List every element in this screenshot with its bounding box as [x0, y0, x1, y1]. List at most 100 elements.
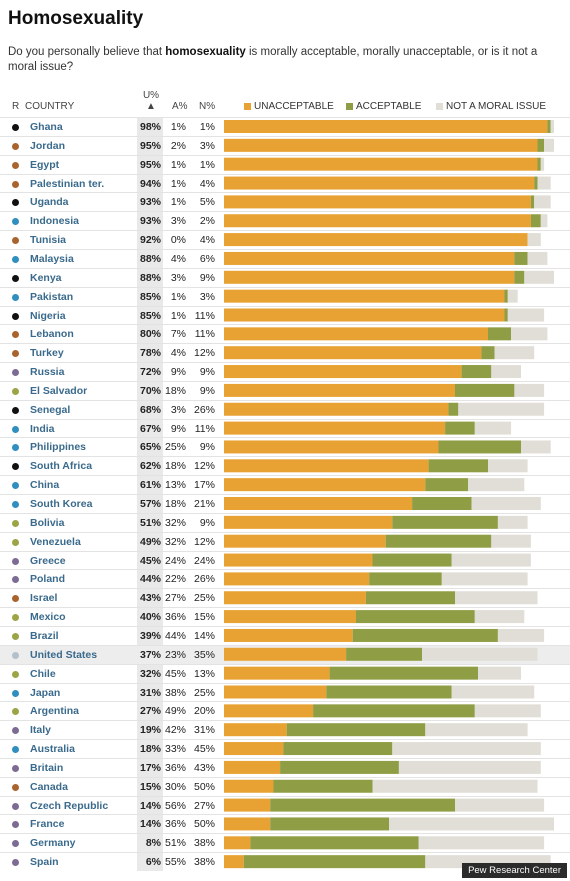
table-row[interactable]: Brazil 39% 44% 14%	[0, 625, 570, 645]
country-name[interactable]: Russia	[30, 366, 65, 379]
country-name[interactable]: Poland	[30, 573, 66, 586]
country-name[interactable]: Philippines	[30, 441, 87, 454]
table-row[interactable]: Pakistan 85% 1% 3%	[0, 286, 570, 306]
percent-n: 50%	[193, 780, 215, 793]
region-dot	[12, 821, 19, 829]
country-name[interactable]: Nigeria	[30, 309, 66, 322]
country-name[interactable]: Indonesia	[30, 215, 80, 228]
table-row[interactable]: Germany 8% 51% 38%	[0, 833, 570, 852]
not-moral-column-header[interactable]: N%	[199, 101, 216, 112]
percent-a: 18%	[164, 498, 186, 510]
percent-u: 43%	[139, 592, 161, 605]
percent-n: 4%	[199, 177, 215, 190]
chart-title: Homosexuality	[8, 8, 144, 29]
country-name[interactable]: France	[30, 818, 65, 831]
table-row[interactable]: Nigeria 85% 1% 11%	[0, 305, 570, 325]
country-name[interactable]: Britain	[30, 761, 64, 774]
table-row[interactable]: Indonesia 93% 3% 2%	[0, 211, 570, 230]
table-row[interactable]: Ghana 98% 1% 1%	[0, 117, 570, 136]
country-name[interactable]: Senegal	[30, 403, 71, 416]
table-row[interactable]: Britain 17% 36% 43%	[0, 757, 570, 777]
country-name[interactable]: Bolivia	[30, 516, 65, 529]
country-name[interactable]: Egypt	[30, 158, 60, 171]
table-row[interactable]: France 14% 36% 50%	[0, 814, 570, 833]
country-name[interactable]: Lebanon	[30, 328, 74, 341]
country-name[interactable]: Uganda	[30, 196, 69, 209]
country-name[interactable]: Italy	[30, 724, 52, 737]
percent-a: 1%	[170, 158, 186, 171]
country-name[interactable]: Pakistan	[30, 290, 74, 303]
country-name[interactable]: China	[30, 479, 60, 492]
table-row[interactable]: India 67% 9% 11%	[0, 418, 570, 438]
table-row[interactable]: Egypt 95% 1% 1%	[0, 154, 570, 174]
country-name[interactable]: Israel	[30, 592, 58, 605]
bar-unacceptable	[224, 553, 373, 567]
country-name[interactable]: Argentina	[30, 705, 80, 718]
table-row[interactable]: Uganda 93% 1% 5%	[0, 192, 570, 211]
country-name[interactable]: Venezuela	[30, 535, 81, 548]
table-row[interactable]: Israel 43% 27% 25%	[0, 588, 570, 607]
table-row[interactable]: Jordan 95% 2% 3%	[0, 135, 570, 155]
table-row[interactable]: Philippines 65% 25% 9%	[0, 437, 570, 456]
percent-n: 12%	[193, 347, 215, 360]
table-row[interactable]: Canada 15% 30% 50%	[0, 776, 570, 796]
acceptable-column-header[interactable]: A%	[172, 101, 188, 112]
region-column-header[interactable]: R	[12, 101, 20, 112]
table-row[interactable]: Bolivia 51% 32% 9%	[0, 512, 570, 532]
table-row[interactable]: South Africa 62% 18% 12%	[0, 456, 570, 475]
country-name[interactable]: Germany	[30, 837, 76, 850]
country-name[interactable]: Canada	[30, 780, 68, 793]
country-name[interactable]: Tunisia	[30, 234, 66, 247]
table-row[interactable]: Italy 19% 42% 31%	[0, 720, 570, 739]
bar-unacceptable	[224, 308, 505, 322]
country-name[interactable]: Mexico	[30, 611, 66, 624]
country-name[interactable]: United States	[30, 648, 98, 661]
table-row[interactable]: Turkey 78% 4% 12%	[0, 343, 570, 362]
table-row[interactable]: Greece 45% 24% 24%	[0, 550, 570, 570]
table-row[interactable]: Argentina 27% 49% 20%	[0, 701, 570, 720]
country-name[interactable]: Ghana	[30, 121, 63, 133]
bar-unacceptable	[224, 138, 538, 152]
country-name[interactable]: Palestinian ter.	[30, 177, 105, 190]
country-name[interactable]: Australia	[30, 743, 75, 756]
table-row[interactable]: China 61% 13% 17%	[0, 475, 570, 494]
table-row[interactable]: Venezuela 49% 32% 12%	[0, 531, 570, 551]
unacceptable-column-header[interactable]: U% ▲	[142, 90, 160, 112]
country-name[interactable]: South Korea	[30, 498, 93, 510]
table-row[interactable]: Russia 72% 9% 9%	[0, 362, 570, 381]
table-row[interactable]: Tunisia 92% 0% 4%	[0, 230, 570, 249]
table-row[interactable]: Lebanon 80% 7% 11%	[0, 324, 570, 343]
percent-u: 18%	[139, 743, 161, 756]
bar-not-moral	[372, 779, 538, 793]
table-row[interactable]: Chile 32% 45% 13%	[0, 663, 570, 683]
country-name[interactable]: Greece	[30, 554, 66, 567]
country-name[interactable]: El Salvador	[30, 384, 88, 397]
bar-acceptable	[283, 742, 393, 756]
table-row[interactable]: South Korea 57% 18% 21%	[0, 494, 570, 513]
table-row[interactable]: Australia 18% 33% 45%	[0, 739, 570, 758]
table-row[interactable]: Spain 6% 55% 38%	[0, 852, 570, 871]
country-name[interactable]: Czech Republic	[30, 799, 109, 812]
country-column-header[interactable]: COUNTRY	[25, 101, 75, 112]
country-name[interactable]: India	[30, 422, 55, 435]
region-dot	[12, 632, 19, 640]
table-row[interactable]: Malaysia 88% 4% 6%	[0, 248, 570, 268]
country-name[interactable]: Jordan	[30, 139, 66, 152]
percent-u: 65%	[139, 441, 161, 454]
country-name[interactable]: Malaysia	[30, 252, 74, 265]
table-row[interactable]: El Salvador 70% 18% 9%	[0, 380, 570, 400]
country-name[interactable]: South Africa	[30, 460, 93, 473]
table-row[interactable]: Japan 31% 38% 25%	[0, 682, 570, 702]
country-name[interactable]: Japan	[30, 686, 61, 699]
country-name[interactable]: Chile	[30, 667, 56, 680]
table-row[interactable]: Palestinian ter. 94% 1% 4%	[0, 173, 570, 193]
country-name[interactable]: Kenya	[30, 271, 62, 284]
table-row[interactable]: Mexico 40% 36% 15%	[0, 607, 570, 626]
table-row[interactable]: Senegal 68% 3% 26%	[0, 399, 570, 419]
country-name[interactable]: Spain	[30, 856, 59, 869]
table-row[interactable]: Czech Republic 14% 56% 27%	[0, 795, 570, 815]
country-name[interactable]: Turkey	[30, 347, 64, 360]
table-row[interactable]: Kenya 88% 3% 9%	[0, 267, 570, 287]
country-name[interactable]: Brazil	[30, 629, 59, 642]
table-row[interactable]: Poland 44% 22% 26%	[0, 569, 570, 588]
